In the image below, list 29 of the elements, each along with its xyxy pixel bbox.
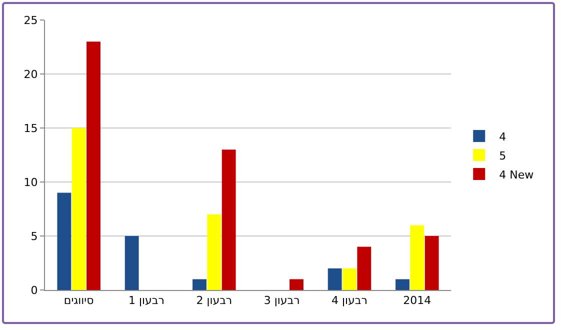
bar — [57, 192, 72, 290]
x-tick-label: רבעון 2 — [196, 294, 232, 308]
y-tick-label: 25 — [24, 14, 38, 27]
bar — [357, 246, 372, 290]
y-tick-label: 15 — [24, 122, 38, 135]
y-tick-label: 5 — [30, 230, 38, 243]
legend-label: 4 New — [499, 168, 534, 182]
x-tick-label: רבעון 1 — [128, 294, 164, 308]
legend-label: 4 — [499, 130, 506, 144]
bar — [124, 236, 139, 290]
bar — [342, 268, 356, 290]
bar — [207, 214, 222, 290]
x-tick-label: רבעון 4 — [332, 294, 368, 308]
bar — [290, 279, 304, 290]
y-tick-label: 20 — [24, 68, 38, 81]
x-tick-label: 2014 — [403, 294, 432, 308]
x-tick-label: רבעון 3 — [264, 294, 300, 308]
bar — [72, 128, 86, 290]
bar — [86, 42, 100, 290]
bar — [410, 225, 424, 290]
bar — [192, 279, 206, 290]
bar — [396, 279, 410, 290]
x-tick-label: סיווגים — [64, 294, 94, 308]
bar — [222, 150, 236, 290]
legend-label: 5 — [499, 149, 506, 162]
bar — [328, 268, 342, 290]
bar — [424, 236, 439, 290]
y-tick-label: 10 — [24, 176, 38, 189]
y-tick-label: 0 — [30, 284, 38, 297]
